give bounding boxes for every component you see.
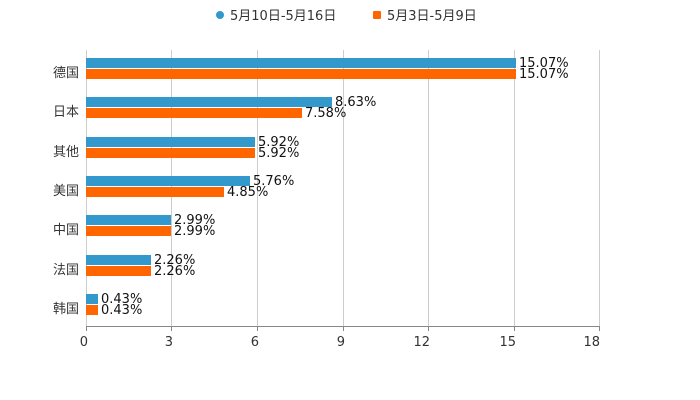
bar-series-2[interactable] — [86, 148, 255, 158]
bar-series-2[interactable] — [86, 305, 98, 315]
bar-series-1[interactable] — [86, 294, 98, 304]
bar-value-label: 15.07% — [519, 56, 569, 71]
bar-value-label: 5.76% — [253, 174, 295, 189]
gridline — [343, 50, 344, 326]
category-label: 韩国 — [52, 302, 79, 317]
bar-value-label: 4.85% — [227, 185, 269, 200]
x-tick — [171, 326, 172, 331]
gridline — [599, 50, 600, 326]
bar-value-label: 2.26% — [154, 253, 196, 268]
legend-label: 5月3日-5月9日 — [387, 9, 477, 24]
x-tick — [514, 326, 515, 331]
x-tick-label: 9 — [336, 335, 345, 350]
bar-value-label: 5.92% — [258, 135, 300, 150]
bar-series-1[interactable] — [86, 255, 151, 265]
bar-series-2[interactable] — [86, 266, 151, 276]
bar-value-label: 15.07% — [519, 67, 569, 82]
legend-item-series-1[interactable]: 5月10日-5月16日 — [216, 5, 336, 24]
x-tick-label: 12 — [413, 335, 430, 350]
x-tick — [257, 326, 258, 331]
category-label: 日本 — [52, 105, 79, 120]
bar-value-label: 5.92% — [258, 146, 300, 161]
x-tick-label: 6 — [250, 335, 259, 350]
bar-series-1[interactable] — [86, 58, 516, 68]
bar-value-label: 7.58% — [305, 106, 347, 121]
legend-item-series-2[interactable]: 5月3日-5月9日 — [373, 5, 477, 24]
gridline — [514, 50, 515, 326]
bar-value-label: 0.43% — [101, 292, 143, 307]
category-label: 中国 — [52, 223, 79, 238]
x-tick — [599, 326, 600, 331]
bar-series-2[interactable] — [86, 226, 171, 236]
x-tick — [343, 326, 344, 331]
bar-series-1[interactable] — [86, 176, 250, 186]
category-label: 德国 — [52, 66, 79, 81]
gridline — [257, 50, 258, 326]
legend-label: 5月10日-5月16日 — [230, 9, 337, 24]
x-tick-label: 0 — [79, 335, 88, 350]
bar-series-2[interactable] — [86, 108, 302, 118]
x-tick-label: 3 — [164, 335, 173, 350]
legend-marker-icon — [373, 10, 381, 19]
bar-series-2[interactable] — [86, 69, 516, 79]
bar-series-1[interactable] — [86, 215, 171, 225]
bar-value-label: 2.99% — [174, 213, 216, 228]
x-tick — [86, 326, 87, 331]
gridline — [428, 50, 429, 326]
category-label: 其他 — [52, 145, 79, 160]
x-tick-label: 18 — [583, 335, 600, 350]
chart-legend: 5月10日-5月16日 5月3日-5月9日 — [0, 5, 700, 24]
bar-series-1[interactable] — [86, 97, 332, 107]
bar-series-2[interactable] — [86, 187, 224, 197]
x-tick-label: 15 — [499, 335, 516, 350]
legend-marker-icon — [216, 10, 224, 19]
bar-series-1[interactable] — [86, 137, 255, 147]
bar-value-label: 8.63% — [335, 95, 377, 110]
category-label: 法国 — [52, 263, 79, 278]
bar-value-label: 2.26% — [154, 264, 196, 279]
bar-value-label: 2.99% — [174, 224, 216, 239]
bar-value-label: 0.43% — [101, 303, 143, 318]
x-tick — [428, 326, 429, 331]
category-label: 美国 — [52, 184, 79, 199]
